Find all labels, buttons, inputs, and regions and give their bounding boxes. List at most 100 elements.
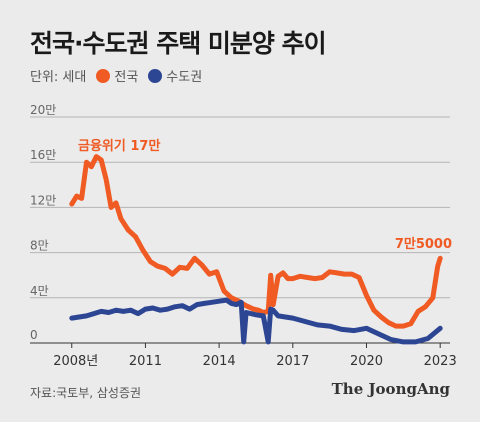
data-point-national — [312, 276, 317, 281]
data-point-national — [163, 266, 168, 271]
chart-title: 전국·수도권 주택 미분양 추이 — [30, 29, 327, 58]
data-point-capital — [283, 315, 288, 320]
data-point-capital — [209, 300, 214, 305]
data-point-national — [305, 275, 310, 280]
data-point-capital — [352, 328, 357, 333]
data-point-capital — [143, 307, 148, 312]
data-point-national — [408, 321, 413, 326]
data-point-national — [349, 272, 354, 277]
data-point-national — [393, 324, 398, 329]
y-tick-label: 4만 — [30, 284, 49, 298]
data-point-national — [430, 295, 435, 300]
data-point-capital — [327, 324, 332, 329]
data-point-national — [192, 256, 197, 261]
data-point-national — [94, 154, 99, 159]
data-point-national — [271, 302, 276, 307]
data-point-national — [386, 320, 391, 325]
data-point-national — [118, 216, 123, 221]
data-point-national — [435, 264, 440, 269]
data-point-capital — [389, 337, 394, 342]
data-point-national — [335, 270, 340, 275]
data-point-capital — [303, 319, 308, 324]
data-point-capital — [165, 307, 170, 312]
data-point-capital — [224, 298, 229, 303]
data-point-capital — [202, 301, 207, 306]
data-point-capital — [244, 310, 249, 315]
x-tick-label: 2023 — [424, 354, 457, 369]
data-point-national — [276, 274, 281, 279]
data-point-national — [371, 308, 376, 313]
data-point-national — [148, 259, 153, 264]
data-point-national — [244, 303, 249, 308]
legend-label-capital: 수도권 — [166, 70, 203, 85]
data-point-capital — [91, 311, 96, 316]
data-point-national — [214, 269, 219, 274]
data-point-national — [199, 263, 204, 268]
data-point-national — [69, 202, 74, 207]
data-point-capital — [425, 336, 430, 341]
data-point-national — [251, 307, 256, 312]
data-point-national — [327, 269, 332, 274]
data-point-national — [222, 289, 227, 294]
data-point-capital — [128, 308, 133, 313]
data-point-capital — [315, 322, 320, 327]
data-point-national — [84, 160, 89, 165]
data-point-national — [401, 324, 406, 329]
data-point-national — [320, 275, 325, 280]
data-point-national — [177, 265, 182, 270]
y-tick-label: 12만 — [30, 193, 56, 207]
annotation-latest: 7만5000 — [395, 236, 452, 252]
x-tick-label: 2011 — [129, 354, 162, 369]
data-point-capital — [401, 339, 406, 344]
data-point-capital — [290, 316, 295, 321]
data-point-national — [298, 274, 303, 279]
data-point-capital — [69, 316, 74, 321]
data-point-national — [113, 200, 118, 205]
data-point-capital — [229, 301, 234, 306]
data-point-national — [133, 234, 138, 239]
data-point-national — [79, 196, 84, 201]
data-point-capital — [106, 310, 111, 315]
data-point-national — [109, 205, 114, 210]
y-tick-label: 0 — [30, 328, 38, 342]
data-point-national — [342, 272, 347, 277]
legend-dot-national — [96, 68, 111, 83]
data-point-capital — [180, 303, 185, 308]
data-point-capital — [239, 300, 244, 305]
data-point-capital — [217, 299, 222, 304]
data-point-national — [74, 194, 79, 199]
data-point-capital — [241, 339, 246, 344]
data-point-capital — [266, 339, 271, 344]
data-point-national — [268, 273, 273, 278]
data-point-national — [280, 270, 285, 275]
data-point-capital — [376, 331, 381, 336]
data-point-capital — [195, 302, 200, 307]
data-point-national — [256, 308, 261, 313]
data-point-capital — [413, 339, 418, 344]
legend-dot-capital — [148, 68, 163, 83]
data-point-capital — [276, 313, 281, 318]
legend-item-capital: 수도권 — [148, 66, 202, 85]
data-point-capital — [253, 312, 258, 317]
data-point-national — [438, 256, 443, 261]
data-point-national — [185, 266, 190, 271]
data-point-capital — [121, 309, 126, 314]
data-point-capital — [234, 302, 239, 307]
data-point-national — [290, 276, 295, 281]
data-point-capital — [364, 326, 369, 331]
data-point-national — [285, 276, 290, 281]
data-point-national — [170, 272, 175, 277]
data-point-capital — [172, 304, 177, 309]
data-point-national — [229, 295, 234, 300]
data-point-national — [140, 248, 145, 253]
x-tick-label: 2020 — [350, 354, 383, 369]
data-point-national — [155, 264, 160, 269]
data-point-capital — [158, 308, 163, 313]
data-point-capital — [438, 326, 443, 331]
publisher-logo: The JoongAng — [331, 380, 450, 398]
data-point-national — [207, 272, 212, 277]
data-point-capital — [136, 311, 141, 316]
source-note: 자료:국토부, 삼성증권 — [30, 386, 142, 400]
x-tick-label: 2008년 — [53, 354, 98, 369]
series-line-national — [69, 154, 443, 329]
